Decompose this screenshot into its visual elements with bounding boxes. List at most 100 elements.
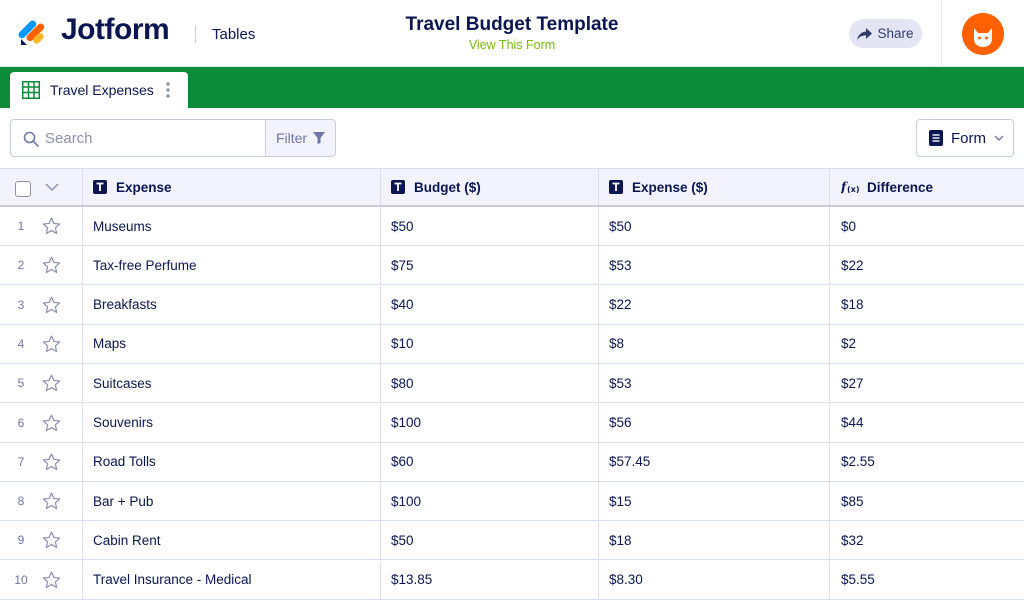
expense-cell[interactable]: Road Tolls	[83, 442, 381, 481]
expense-cell[interactable]: Cabin Rent	[83, 521, 381, 560]
star-icon[interactable]	[42, 374, 61, 392]
row-number: 10	[14, 572, 28, 587]
difference-cell[interactable]: $85	[841, 493, 864, 509]
star-icon[interactable]	[42, 571, 61, 589]
difference-cell[interactable]: $0	[841, 218, 857, 234]
column-header-expense-amount[interactable]: Expense ($)	[599, 169, 830, 205]
row-number-cell: 7	[0, 442, 83, 481]
spent-cell[interactable]: $8	[599, 324, 830, 363]
spent-cell[interactable]: $8.30	[599, 560, 830, 599]
row-number: 3	[17, 297, 25, 312]
view-form-link[interactable]: View This Form	[468, 38, 556, 52]
budget-cell[interactable]: $50	[381, 521, 599, 560]
product-name[interactable]: Tables	[212, 26, 256, 43]
page-title: Travel Budget Template	[405, 14, 619, 35]
row-number-cell: 9	[0, 521, 83, 560]
table-row[interactable]: 6 Souvenirs $100 $56 $44	[0, 403, 1024, 443]
row-number: 9	[17, 533, 25, 548]
table-row[interactable]: 1 Museums $50 $50 $0	[0, 207, 1024, 246]
table-row[interactable]: 3 Breakfasts $40 $22 $18	[0, 285, 1024, 325]
expense-cell[interactable]: Tax-free Perfume	[83, 246, 381, 285]
difference-cell[interactable]: $32	[841, 532, 864, 548]
table-row[interactable]: 4 Maps $10 $8 $2	[0, 324, 1024, 364]
spent-cell[interactable]: $22	[599, 285, 830, 324]
user-avatar[interactable]	[962, 13, 1004, 55]
spent-cell[interactable]: $53	[599, 364, 830, 403]
budget-cell[interactable]: $50	[381, 207, 599, 245]
search-input[interactable]	[45, 128, 255, 148]
select-all-checkbox[interactable]	[15, 181, 31, 197]
difference-cell[interactable]: $44	[841, 415, 864, 430]
svg-text:(x): (x)	[847, 185, 859, 194]
row-number-cell: 6	[0, 403, 83, 442]
column-header-budget[interactable]: Budget ($)	[381, 169, 599, 205]
table-row[interactable]: 5 Suitcases $80 $53 $27	[0, 364, 1024, 404]
star-icon[interactable]	[42, 531, 61, 549]
tab-label: Travel Expenses	[50, 82, 154, 98]
spent-cell[interactable]: $15	[599, 482, 830, 521]
budget-cell[interactable]: $75	[381, 246, 599, 285]
chevron-down-icon	[994, 135, 1004, 141]
difference-cell[interactable]: $2.55	[841, 454, 875, 470]
row-number-cell: 5	[0, 364, 83, 403]
star-icon[interactable]	[42, 414, 61, 432]
expense-cell[interactable]: Souvenirs	[83, 403, 381, 442]
spent-cell[interactable]: $56	[599, 403, 830, 442]
column-label: Budget ($)	[414, 179, 481, 195]
text-type-icon	[609, 180, 623, 194]
row-number: 6	[17, 415, 25, 430]
more-vertical-icon[interactable]	[163, 80, 173, 100]
expense-cell[interactable]: Suitcases	[83, 364, 381, 403]
difference-cell[interactable]: $2	[841, 336, 857, 352]
share-button[interactable]: Share	[849, 19, 922, 48]
form-dropdown-button[interactable]: Form	[916, 119, 1014, 157]
row-number: 7	[17, 454, 25, 469]
table-row[interactable]: 8 Bar + Pub $100 $15 $85	[0, 482, 1024, 522]
expense-cell[interactable]: Breakfasts	[83, 285, 381, 324]
expense-cell[interactable]: Bar + Pub	[83, 482, 381, 521]
spent-cell[interactable]: $53	[599, 246, 830, 285]
budget-cell[interactable]: $40	[381, 285, 599, 324]
chevron-down-icon[interactable]	[45, 182, 59, 192]
budget-cell[interactable]: $100	[381, 403, 599, 442]
budget-cell[interactable]: $60	[381, 442, 599, 481]
difference-cell[interactable]: $27	[841, 375, 864, 391]
star-icon[interactable]	[42, 453, 61, 471]
table-row[interactable]: 9 Cabin Rent $50 $18 $32	[0, 521, 1024, 561]
row-number-cell: 2	[0, 246, 83, 285]
top-header: Jotform Tables Travel Budget Template Vi…	[0, 0, 1024, 67]
filter-button[interactable]: Filter	[265, 119, 336, 157]
spent-cell[interactable]: $57.45	[599, 442, 830, 481]
difference-cell[interactable]: $18	[841, 297, 864, 313]
form-label: Form	[951, 129, 986, 147]
star-icon[interactable]	[42, 217, 61, 235]
table-row[interactable]: 7 Road Tolls $60 $57.45 $2.55	[0, 442, 1024, 482]
table-row[interactable]: 10 Travel Insurance - Medical $13.85 $8.30 $…	[0, 560, 1024, 600]
brand-name[interactable]: Jotform	[61, 13, 170, 46]
jotform-logo-icon[interactable]	[18, 15, 50, 47]
star-icon[interactable]	[42, 492, 61, 510]
expense-cell[interactable]: Travel Insurance - Medical	[83, 560, 381, 599]
budget-cell[interactable]: $10	[381, 324, 599, 363]
budget-cell[interactable]: $13.85	[381, 560, 599, 599]
search-box	[10, 119, 266, 157]
budget-cell[interactable]: $80	[381, 364, 599, 403]
star-icon[interactable]	[42, 335, 61, 353]
filter-label: Filter	[275, 130, 308, 146]
column-header-expense[interactable]: Expense	[83, 169, 381, 205]
budget-cell[interactable]: $100	[381, 482, 599, 521]
table-row[interactable]: 2 Tax-free Perfume $75 $53 $22	[0, 246, 1024, 286]
difference-cell[interactable]: $22	[841, 257, 864, 273]
star-icon[interactable]	[42, 296, 61, 314]
difference-cell[interactable]: $5.55	[841, 572, 875, 588]
spent-cell[interactable]: $18	[599, 521, 830, 560]
spent-cell[interactable]: $50	[599, 207, 830, 245]
row-number-cell: 10	[0, 560, 83, 599]
row-number: 4	[17, 336, 25, 351]
expense-cell[interactable]: Museums	[83, 207, 381, 245]
tab-travel-expenses[interactable]: Travel Expenses	[10, 72, 188, 108]
expense-cell[interactable]: Maps	[83, 324, 381, 363]
star-icon[interactable]	[42, 256, 61, 274]
text-type-icon	[391, 180, 405, 194]
column-header-difference[interactable]: f (x) Difference	[830, 169, 1024, 205]
